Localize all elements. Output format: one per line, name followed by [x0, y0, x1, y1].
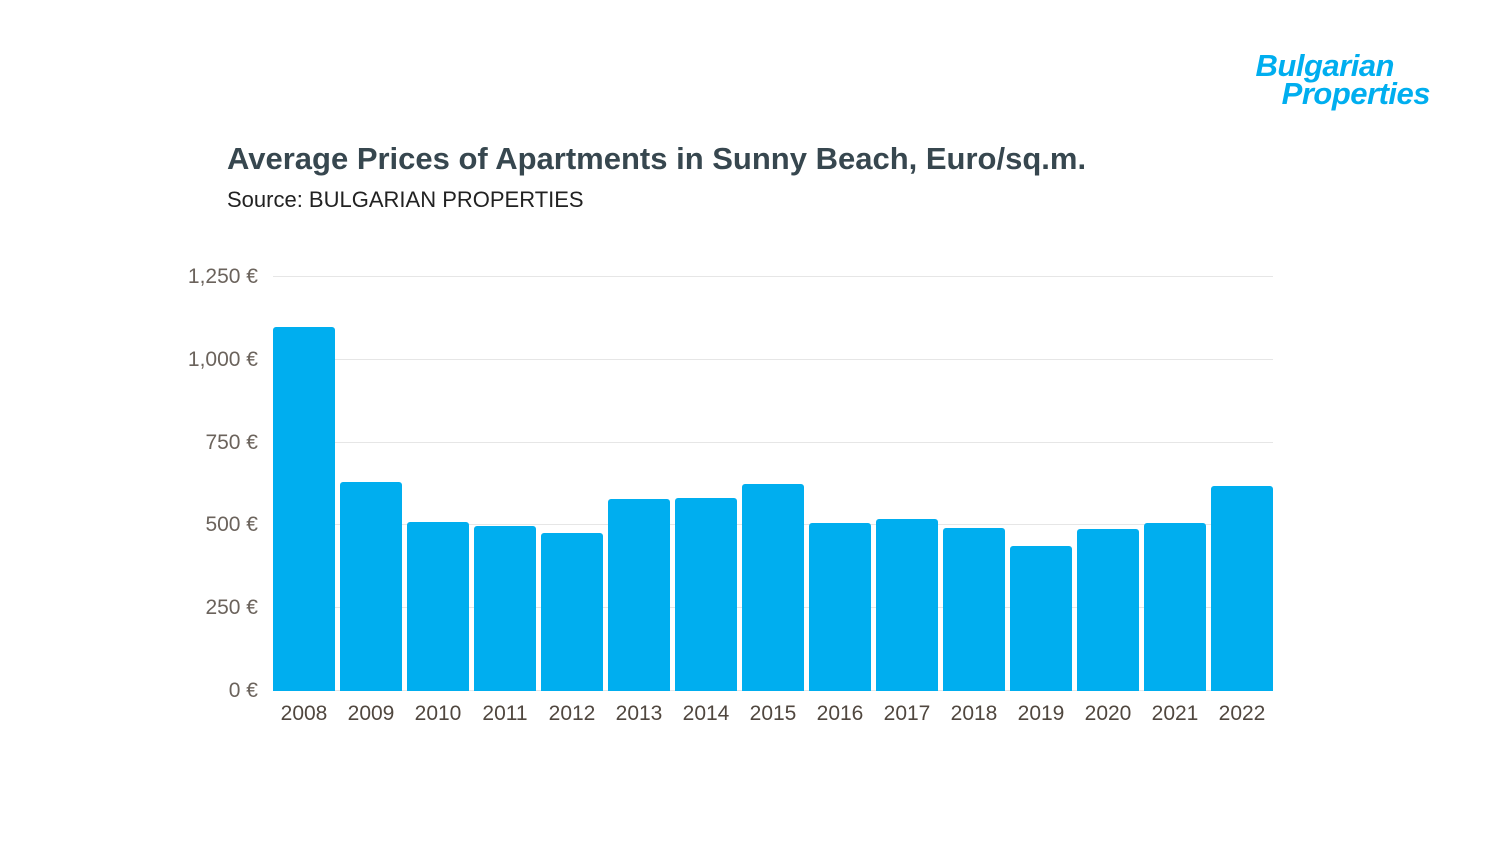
- bar-2012: [541, 532, 603, 691]
- bars: [273, 277, 1273, 691]
- y-axis-tick-label: 1,000 €: [187, 347, 258, 371]
- bar-2014: [675, 498, 737, 691]
- x-axis-tick-label: 2008: [280, 702, 328, 725]
- x-axis-tick-label: 2017: [883, 702, 931, 725]
- y-axis-tick-label: 0 €: [228, 679, 258, 702]
- y-axis-tick-label: 750 €: [205, 430, 258, 454]
- logo-text-line2: Properties: [1281, 76, 1431, 111]
- bar-2018: [943, 528, 1005, 691]
- gridline: [273, 441, 1273, 443]
- bar-2016: [809, 523, 871, 691]
- y-axis-labels: 0 € 250 € 500 € 750 € 1,000 € 1,250 €: [100, 265, 258, 702]
- bar-2019: [1010, 546, 1072, 691]
- bar-2013: [608, 498, 670, 691]
- x-axis-tick-label: 2019: [1017, 702, 1065, 725]
- x-axis-tick-label: 2013: [615, 702, 663, 725]
- bar-2008: [273, 326, 335, 691]
- bar-2009: [340, 482, 402, 691]
- x-axis-labels: 2008 2009 2010 2011 2012 2013 2014 2015 2016 2017…: [273, 702, 1273, 726]
- gridline: [273, 276, 1273, 277]
- x-axis-tick-label: 2011: [482, 702, 528, 725]
- logo: Bulgarian Properties: [1255, 48, 1431, 111]
- logo-text-line1: Bulgarian: [1255, 48, 1395, 83]
- bar-2010: [407, 522, 469, 691]
- bar-2011: [474, 526, 536, 691]
- bar-2020: [1077, 528, 1139, 691]
- plot-area: [273, 276, 1273, 691]
- bar-2022: [1211, 485, 1273, 691]
- y-axis-tick-label: 250 €: [205, 596, 258, 620]
- x-axis-tick-label: 2020: [1084, 702, 1132, 725]
- bar-2015: [742, 484, 804, 691]
- chart-source: Source: BULGARIAN PROPERTIES: [227, 187, 584, 212]
- x-axis-tick-label: 2015: [749, 702, 797, 725]
- chart-title: Average Prices of Apartments in Sunny Be…: [227, 141, 1087, 176]
- x-axis-tick-label: 2009: [347, 702, 395, 725]
- x-axis-tick-label: 2021: [1151, 702, 1199, 725]
- bar-2021: [1144, 522, 1206, 691]
- x-axis-tick-label: 2022: [1218, 702, 1266, 725]
- x-axis-tick-label: 2016: [816, 702, 864, 725]
- x-axis-tick-label: 2010: [414, 702, 462, 725]
- x-axis-tick-label: 2014: [682, 702, 730, 725]
- y-axis-tick-label: 1,250 €: [187, 265, 258, 288]
- y-axis-tick-label: 500 €: [205, 513, 258, 537]
- gridline: [273, 358, 1273, 360]
- x-axis-tick-label: 2012: [548, 702, 596, 725]
- x-axis-tick-label: 2018: [950, 702, 998, 725]
- bar-2017: [876, 518, 938, 691]
